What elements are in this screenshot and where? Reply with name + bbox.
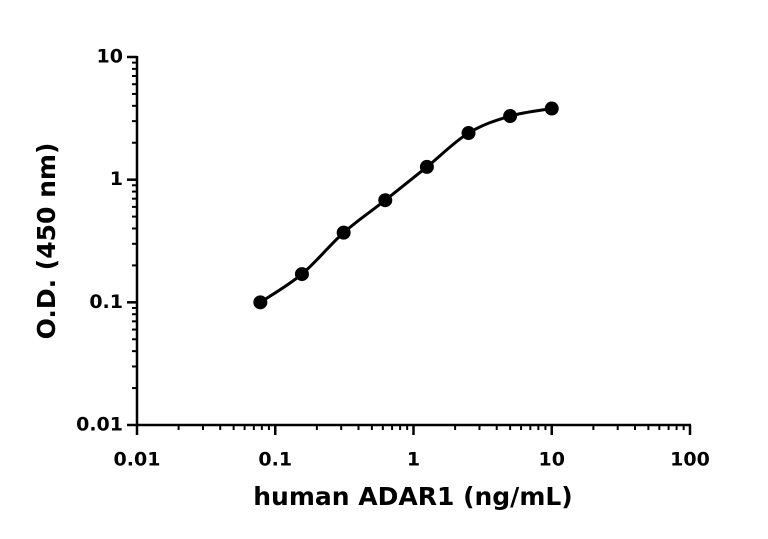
x-tick-label: 10	[539, 449, 565, 471]
y-tick-label: 1	[110, 168, 123, 190]
x-tick-label: 0.01	[114, 449, 161, 471]
y-tick-label: 0.1	[89, 291, 123, 313]
data-point	[253, 295, 268, 310]
data-point	[294, 267, 309, 282]
x-tick-label: 0.1	[258, 449, 292, 471]
data-point	[378, 193, 393, 208]
y-tick-label: 0.01	[76, 414, 123, 436]
data-point	[503, 109, 518, 124]
data-point	[461, 126, 476, 141]
x-axis-title: human ADAR1 (ng/mL)	[253, 482, 572, 511]
data-point	[544, 101, 559, 116]
y-tick-label: 10	[97, 46, 123, 68]
x-tick-label: 100	[670, 449, 710, 471]
y-axis-title: O.D. (450 nm)	[32, 143, 61, 340]
x-tick-label: 1	[407, 449, 420, 471]
data-point	[419, 159, 434, 174]
data-point	[336, 225, 351, 240]
